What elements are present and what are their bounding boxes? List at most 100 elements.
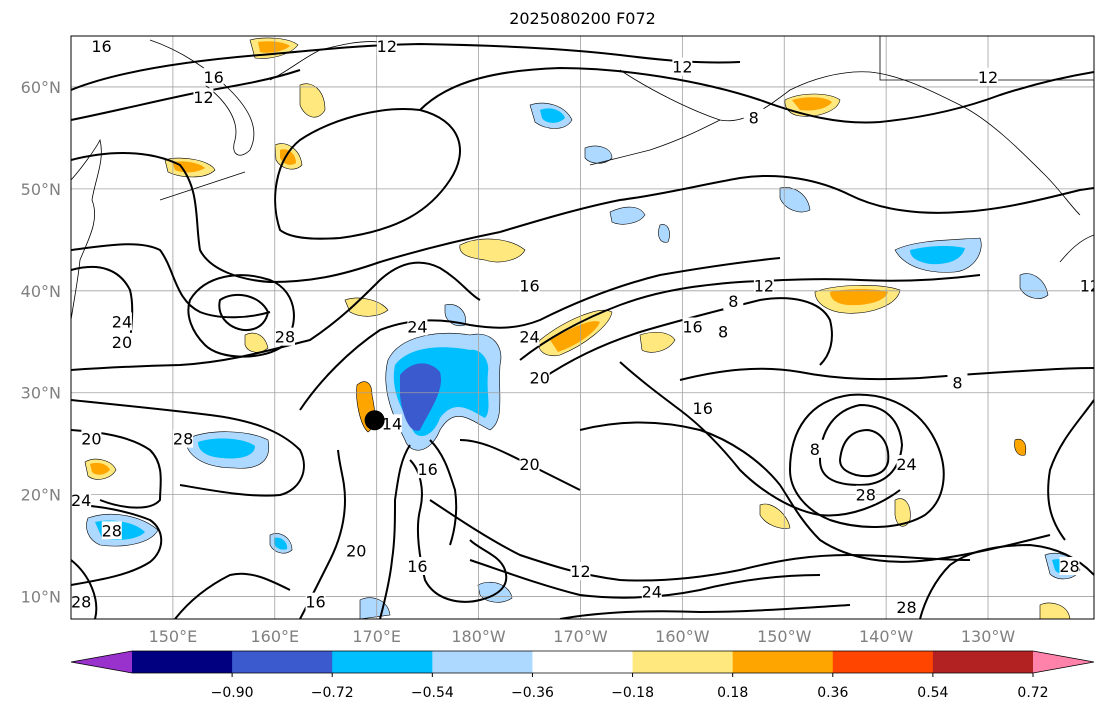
contour-label-bg [203,67,224,86]
contour-label-bg [682,317,703,336]
colorbar-tick-label: 0.18 [717,685,748,701]
contour-label-bg [91,37,112,56]
latitude-label: 20°N [21,486,61,505]
longitude-label: 180°W [451,627,506,646]
contour-label: 28 [1059,557,1079,576]
longitude-label: 130°W [961,627,1016,646]
contour-label-bg [407,317,428,336]
colorbar: −0.90 −0.72 −0.54 −0.36 −0.18 0.18 0.36 0.54 0.7… [70,650,1095,701]
longitude-label: 160°E [250,627,299,646]
longitude-label: 150°W [757,627,812,646]
contour-label-bg [519,327,540,346]
colorbar-segment [732,651,834,673]
contour-label-bg [529,368,550,387]
negative-anomaly-region [274,537,288,550]
colorbar-segment [132,651,233,673]
colorbar-tick-label: 0.54 [917,685,948,701]
contour-label: 20 [81,430,101,449]
contour-label-bg [111,332,132,351]
colorbar-extend-high [1033,651,1094,673]
latitude-label: 40°N [21,282,61,301]
contour-label-bg [173,429,194,448]
negative-anomaly-region [658,224,670,243]
contour-label-bg [896,455,917,474]
negative-anomaly-region [910,245,965,265]
contour-label-bg [743,108,764,127]
height-contours [71,42,1094,619]
contour-label-bg [346,541,367,560]
colorbar-tick-label: 0.36 [817,685,848,701]
positive-anomaly-region [90,462,110,475]
contour-label-bg [376,37,397,56]
negative-anomaly-region [444,304,466,327]
contour-label-bg [519,455,540,474]
colorbar-tick-label: −0.72 [311,685,354,701]
colorbar-segment [932,651,1034,673]
contour-label-bg [71,592,92,611]
contour-label: 8 [749,109,759,128]
positive-anomaly-region [894,498,911,527]
contour-label-bg [111,312,132,331]
map-title: 2025080200 F072 [509,9,656,28]
contour-label-bg [570,562,591,581]
contour-label: 8 [728,292,738,311]
contour-label: 8 [810,440,820,459]
colorbar-tick-label: −0.36 [511,685,554,701]
contour-label: 16 [203,68,223,87]
latitude-label: 60°N [21,78,61,97]
contour-label: 20 [112,333,132,352]
colorbar-tick-label: −0.54 [411,685,454,701]
positive-anomaly-region [792,97,832,111]
contour-label: 24 [112,312,132,331]
contour-label: 16 [519,277,539,296]
contour-label-bg [274,327,295,346]
contour-label: 20 [346,542,366,561]
contour-label-bg [1059,557,1080,575]
negative-anomaly-region [400,363,441,431]
contour-label: 28 [173,430,193,449]
contour-label-bg [978,67,999,86]
contour-label-bg [947,373,968,392]
colorbar-tick-label: 0.72 [1017,685,1048,701]
positive-anomaly-region [459,238,526,263]
contour-label: 12 [570,562,590,581]
contour-label-bg [81,429,102,448]
negative-anomaly-region [1019,273,1049,299]
colorbar-tick-label: −0.18 [611,685,654,701]
contour-label: 16 [91,37,111,56]
contour-label-bg [804,439,825,458]
colorbar-segment [832,651,934,673]
contour-label: 24 [519,328,539,347]
contour-label: 20 [519,455,539,474]
contour-label: 8 [718,323,728,342]
positive-anomaly-region [244,332,269,353]
contour-label-bg [753,276,774,295]
contour-label-bg [71,490,92,509]
contour-label: 16 [682,317,702,336]
contour-label-bg [519,276,540,295]
contour-label: 12 [754,277,774,296]
longitude-label: 170°E [352,627,401,646]
colorbar-segment [432,651,533,673]
latitude-labels: 60°N 50°N 40°N 30°N 20°N 10°N [21,78,61,607]
contour-label: 16 [693,399,713,418]
longitude-labels: 150°E 160°E 170°E 180°W 170°W 160°W 150°W 140°W… [149,627,1016,646]
contour-label: 16 [305,593,325,612]
contour-label: 12 [672,58,692,77]
contour-label: 24 [407,317,427,336]
latitude-label: 10°N [21,588,61,607]
positive-anomaly-region [1014,438,1027,456]
contour-label: 28 [856,486,876,505]
colorbar-segment [532,651,634,673]
contour-label: 8 [952,374,962,393]
contour-label: 12 [1080,277,1100,296]
contour-label: 28 [896,598,916,617]
contour-label: 20 [530,368,550,387]
contour-label: 12 [193,88,213,107]
negative-anomaly-region [198,438,255,459]
latitude-label: 50°N [21,180,61,199]
map-frame [70,35,1095,620]
latitude-label: 30°N [21,384,61,403]
